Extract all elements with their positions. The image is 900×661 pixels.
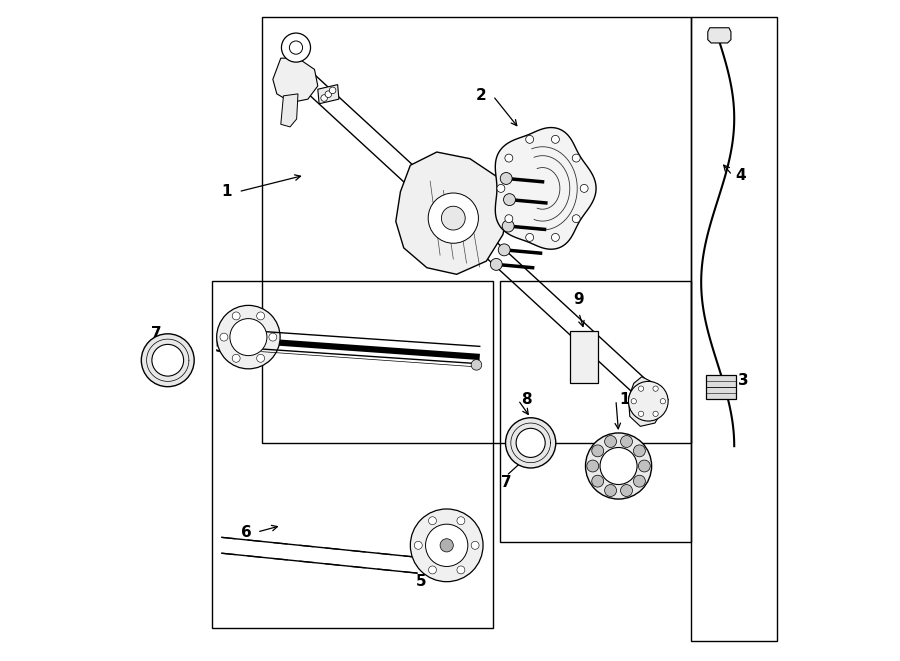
Circle shape — [256, 354, 265, 362]
Circle shape — [325, 91, 332, 97]
Polygon shape — [396, 152, 509, 274]
Text: 7: 7 — [501, 475, 511, 490]
Circle shape — [638, 386, 644, 391]
Circle shape — [526, 233, 534, 241]
Text: 10: 10 — [619, 393, 640, 407]
Circle shape — [230, 319, 267, 356]
Circle shape — [600, 447, 637, 485]
Circle shape — [592, 475, 604, 487]
Circle shape — [256, 312, 265, 320]
Circle shape — [320, 95, 328, 101]
Circle shape — [457, 566, 465, 574]
Circle shape — [552, 233, 560, 241]
Circle shape — [505, 215, 513, 223]
Circle shape — [572, 215, 580, 223]
Circle shape — [472, 541, 479, 549]
Circle shape — [661, 399, 665, 404]
Circle shape — [605, 485, 617, 496]
Circle shape — [638, 411, 644, 416]
Circle shape — [428, 193, 479, 243]
Polygon shape — [571, 330, 598, 383]
Circle shape — [290, 41, 302, 54]
Circle shape — [503, 194, 516, 206]
Circle shape — [269, 333, 277, 341]
Circle shape — [152, 344, 184, 376]
Circle shape — [638, 460, 651, 472]
Circle shape — [580, 184, 588, 192]
Circle shape — [628, 381, 668, 421]
Circle shape — [506, 418, 556, 468]
Circle shape — [220, 333, 228, 341]
Circle shape — [457, 517, 465, 525]
Circle shape — [516, 428, 545, 457]
Circle shape — [232, 312, 240, 320]
Circle shape — [491, 258, 502, 270]
Circle shape — [526, 136, 534, 143]
Text: 5: 5 — [416, 574, 427, 589]
Text: 3: 3 — [737, 373, 748, 387]
Circle shape — [440, 539, 454, 552]
Polygon shape — [495, 128, 596, 249]
Text: 8: 8 — [521, 393, 532, 407]
Circle shape — [605, 436, 617, 447]
Text: 7: 7 — [150, 327, 161, 341]
Polygon shape — [281, 94, 298, 127]
Circle shape — [621, 436, 633, 447]
Circle shape — [586, 433, 652, 499]
Circle shape — [217, 305, 280, 369]
Polygon shape — [707, 28, 731, 43]
Circle shape — [410, 509, 483, 582]
Polygon shape — [706, 375, 735, 399]
Circle shape — [572, 154, 580, 162]
Text: 9: 9 — [573, 292, 584, 307]
Circle shape — [497, 184, 505, 192]
Circle shape — [631, 399, 636, 404]
Circle shape — [592, 445, 604, 457]
Text: 1: 1 — [221, 184, 232, 199]
Circle shape — [499, 244, 510, 256]
Circle shape — [414, 541, 422, 549]
Circle shape — [232, 354, 240, 362]
Text: 6: 6 — [241, 525, 252, 539]
Circle shape — [634, 475, 645, 487]
Polygon shape — [318, 85, 339, 104]
Circle shape — [502, 220, 514, 232]
Circle shape — [587, 460, 599, 472]
Circle shape — [282, 33, 310, 62]
Polygon shape — [628, 377, 665, 426]
Circle shape — [621, 485, 633, 496]
Circle shape — [441, 206, 465, 230]
Circle shape — [141, 334, 194, 387]
Circle shape — [552, 136, 560, 143]
Circle shape — [428, 566, 436, 574]
Text: 2: 2 — [475, 89, 486, 103]
Polygon shape — [273, 58, 318, 102]
Circle shape — [426, 524, 468, 566]
Circle shape — [472, 360, 482, 370]
Circle shape — [652, 411, 658, 416]
Circle shape — [634, 445, 645, 457]
Circle shape — [652, 386, 658, 391]
Circle shape — [428, 517, 436, 525]
Text: 4: 4 — [735, 168, 746, 182]
Circle shape — [500, 173, 512, 184]
Circle shape — [505, 154, 513, 162]
Circle shape — [329, 87, 336, 94]
Text: 5: 5 — [214, 340, 225, 354]
